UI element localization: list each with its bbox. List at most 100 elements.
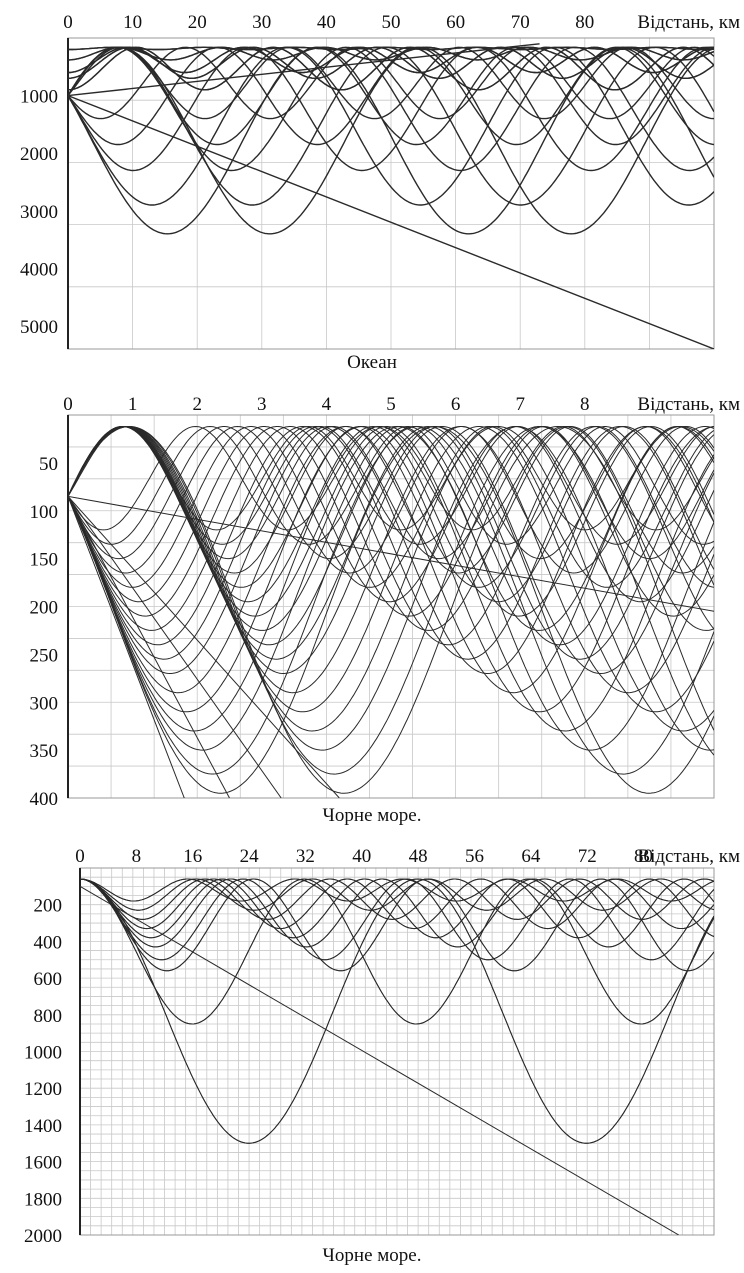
x-tick-label: 6 (451, 394, 461, 415)
ray-path (68, 426, 714, 646)
ray-path (68, 46, 714, 235)
x-tick-label: 0 (63, 394, 73, 415)
ray-group (80, 878, 714, 1235)
x-tick-label: 0 (63, 12, 73, 33)
y-tick-label: 1200 (24, 1079, 62, 1100)
y-tick-label: 600 (34, 969, 63, 990)
x-tick-label: 72 (578, 846, 597, 867)
y-tick-label: 4000 (20, 259, 58, 280)
ray-path (80, 878, 714, 911)
ray-path (68, 425, 714, 603)
x-tick-label: 24 (240, 846, 260, 867)
ray-path (68, 426, 714, 732)
chart-black-sea-shallow: 0 1 2 3 4 5 6 7 8 50 100 150 200 250 300 350 400 Відстань… (30, 394, 741, 810)
x-tick-label: 8 (580, 394, 590, 415)
ray-path (80, 878, 714, 948)
x-tick-label: 60 (446, 12, 465, 33)
ray-path (68, 425, 714, 531)
ray-path (68, 426, 714, 694)
x-tick-label: 7 (515, 394, 525, 415)
x-tick-label: 3 (257, 394, 267, 415)
ray-path (68, 426, 714, 588)
y-tick-label: 1400 (24, 1116, 62, 1137)
ray-path (80, 878, 714, 920)
x-tick-label: 64 (521, 846, 541, 867)
chart-panel-black-sea-shallow: 0 1 2 3 4 5 6 7 8 50 100 150 200 250 300 350 400 Відстань… (0, 390, 744, 830)
ray-path (68, 426, 714, 713)
x-tick-label: 2 (192, 394, 202, 415)
x-axis-title: Відстань, км (637, 394, 740, 415)
chart-caption: Чорне море. (322, 805, 422, 826)
x-tick-label: 80 (575, 12, 594, 33)
ray-path (68, 46, 714, 120)
chart-caption: Чорне море. (322, 1245, 422, 1266)
y-tick-label: 250 (30, 645, 59, 666)
ray-path (80, 878, 714, 1025)
x-tick-label: 50 (382, 12, 401, 33)
ray-path (68, 426, 714, 775)
ray-path (68, 426, 714, 713)
x-tick-label: 40 (317, 12, 336, 33)
ray-path (68, 46, 714, 206)
y-tick-label: 5000 (20, 317, 58, 338)
ray-path (68, 425, 714, 660)
ray-path (68, 426, 714, 674)
ray-straight (68, 496, 185, 798)
y-tick-label: 1000 (24, 1043, 62, 1064)
ray-path (80, 878, 714, 1144)
ray-group (68, 43, 714, 349)
ray-path (68, 426, 714, 775)
y-tick-label: 350 (30, 741, 59, 762)
x-tick-label: 0 (75, 846, 85, 867)
ray-path (68, 46, 714, 120)
ray-straight (80, 885, 680, 1235)
ray-path (68, 426, 714, 794)
ray-straight (68, 496, 340, 798)
x-tick-label: 5 (386, 394, 396, 415)
x-tick-label: 40 (352, 846, 371, 867)
ray-path (68, 426, 714, 694)
chart-panel-ocean: 0 10 20 30 40 50 60 70 80 1000 2000 3000 4000 5000 Від… (0, 0, 744, 390)
x-tick-label: 32 (296, 846, 315, 867)
chart-panel-black-sea-deep: 0 8 16 24 32 40 48 56 64 72 80 200 400 600 800 1000 1200… (0, 830, 744, 1273)
ray-path (68, 425, 714, 574)
y-tick-label: 1800 (24, 1189, 62, 1210)
ray-straight (68, 496, 230, 798)
grid (79, 867, 715, 1236)
ray-path (68, 46, 714, 172)
y-tick-label: 1000 (20, 87, 58, 108)
y-tick-label: 100 (30, 502, 59, 523)
ray-straight (68, 496, 282, 798)
ray-path (68, 46, 714, 91)
ray-path (68, 426, 714, 732)
x-tick-label: 30 (252, 12, 271, 33)
ray-path (68, 426, 714, 660)
x-tick-label: 48 (409, 846, 428, 867)
ray-path (68, 426, 714, 794)
y-tick-label: 2000 (24, 1226, 62, 1247)
x-tick-label: 70 (511, 12, 530, 33)
x-tick-label: 1 (128, 394, 138, 415)
y-tick-label: 50 (39, 454, 58, 475)
ray-path (68, 426, 714, 751)
chart-ocean: 0 10 20 30 40 50 60 70 80 1000 2000 3000 4000 5000 Від… (20, 12, 740, 350)
chart-black-sea-deep: 0 8 16 24 32 40 48 56 64 72 80 200 400 600 800 1000 1200… (24, 846, 740, 1247)
ray-path (68, 425, 714, 617)
y-tick-label: 400 (34, 932, 63, 953)
ray-path (68, 426, 714, 674)
chart-caption: Океан (347, 352, 397, 373)
ray-path (80, 878, 714, 961)
ray-straight (68, 94, 714, 349)
ray-path (68, 426, 714, 603)
x-tick-label: 56 (465, 846, 484, 867)
y-tick-label: 400 (30, 789, 59, 810)
x-tick-label: 8 (132, 846, 142, 867)
ray-path (68, 46, 714, 235)
ray-path (68, 46, 714, 206)
y-tick-label: 200 (30, 598, 59, 619)
x-tick-label: 4 (322, 394, 332, 415)
y-tick-label: 200 (34, 896, 63, 917)
x-tick-label: 80 (634, 846, 653, 867)
ray-straight (68, 495, 714, 612)
x-axis-title: Відстань, км (637, 846, 740, 867)
